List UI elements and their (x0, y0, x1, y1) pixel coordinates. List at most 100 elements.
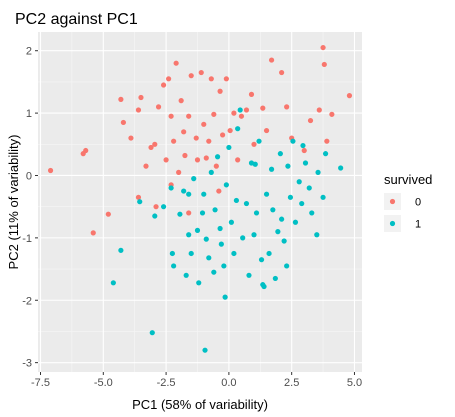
data-point-survived-1 (279, 216, 285, 222)
data-point-survived-1 (315, 169, 321, 175)
data-point-survived-1 (300, 142, 306, 149)
data-point-survived-1 (260, 282, 266, 288)
data-point-survived-1 (302, 160, 309, 166)
data-point-survived-1 (212, 207, 218, 213)
data-point-survived-1 (338, 165, 344, 171)
major-gridlines (38, 32, 362, 372)
data-point-survived-0 (211, 111, 217, 117)
data-point-survived-1 (266, 250, 272, 257)
data-point-survived-1 (258, 257, 265, 263)
data-point-survived-1 (214, 154, 221, 160)
data-point-survived-0 (248, 91, 255, 97)
data-points (47, 44, 353, 353)
data-point-survived-1 (211, 269, 217, 275)
x-tick-label: 5.0 (347, 377, 362, 389)
data-point-survived-1 (240, 235, 246, 241)
data-point-survived-0 (217, 88, 223, 94)
data-point-survived-1 (152, 213, 158, 219)
data-point-survived-1 (199, 210, 206, 216)
data-point-survived-0 (193, 135, 199, 141)
data-point-survived-0 (143, 163, 149, 169)
y-tick-label: 0 (26, 170, 32, 182)
data-point-survived-0 (135, 194, 142, 200)
data-point-survived-1 (263, 191, 270, 197)
plot-panel (38, 32, 362, 372)
data-point-survived-0 (148, 144, 154, 151)
data-point-survived-1 (206, 255, 212, 261)
data-point-survived-1 (218, 241, 224, 247)
data-point-survived-0 (166, 76, 172, 82)
data-point-survived-1 (203, 236, 209, 242)
data-point-survived-0 (176, 169, 182, 175)
data-point-survived-1 (191, 176, 197, 182)
data-point-survived-1 (314, 232, 320, 238)
y-tick-label: 1 (26, 108, 32, 120)
data-point-survived-0 (152, 141, 158, 147)
data-point-survived-1 (284, 263, 290, 269)
data-point-survived-0 (138, 94, 144, 101)
legend-key-dot (389, 220, 396, 227)
data-point-survived-0 (120, 119, 126, 126)
data-point-survived-0 (188, 73, 194, 79)
data-point-survived-1 (181, 188, 187, 194)
y-tick-label: -2 (22, 295, 32, 307)
legend-title: survived (384, 172, 432, 187)
x-tick-label: -7.5 (31, 377, 50, 389)
data-point-survived-1 (171, 263, 177, 269)
data-point-survived-0 (235, 157, 241, 163)
data-point-survived-0 (182, 152, 188, 159)
legend-entries: 01 (384, 193, 421, 232)
data-point-survived-1 (177, 211, 183, 217)
data-point-survived-1 (235, 126, 241, 132)
data-point-survived-1 (228, 219, 234, 225)
data-point-survived-0 (118, 96, 124, 102)
data-point-survived-0 (251, 141, 257, 147)
data-point-survived-0 (208, 76, 214, 82)
data-point-survived-0 (181, 129, 187, 135)
y-tick-label: -1 (22, 233, 32, 245)
data-point-survived-1 (243, 200, 250, 207)
data-point-survived-1 (237, 107, 243, 113)
data-point-survived-0 (220, 132, 226, 138)
chart-title: PC2 against PC1 (15, 11, 138, 28)
x-axis-ticks: -7.5 -5.0 -2.5 0.0 2.5 5.0 (31, 372, 362, 389)
data-point-survived-1 (149, 330, 155, 336)
data-point-survived-0 (243, 107, 250, 113)
data-point-survived-1 (118, 247, 124, 253)
data-point-survived-0 (168, 113, 174, 119)
data-point-survived-0 (83, 147, 89, 154)
x-axis-title: PC1 (58% of variability) (132, 397, 268, 412)
data-point-survived-1 (306, 185, 312, 191)
data-point-survived-0 (135, 107, 142, 113)
data-point-survived-1 (221, 263, 227, 269)
data-point-survived-0 (171, 138, 177, 144)
x-tick-label: -2.5 (157, 377, 176, 389)
data-point-survived-1 (285, 163, 291, 169)
data-point-survived-1 (186, 232, 192, 238)
minor-gridlines (38, 32, 362, 372)
data-point-survived-0 (321, 61, 327, 68)
data-point-survived-1 (287, 194, 294, 200)
data-point-survived-0 (231, 110, 237, 116)
data-point-survived-0 (279, 69, 285, 76)
data-point-survived-1 (256, 138, 262, 144)
data-point-survived-0 (268, 57, 275, 63)
data-point-survived-0 (203, 155, 209, 161)
x-tick-label: -5.0 (94, 377, 113, 389)
data-point-survived-1 (188, 250, 194, 257)
data-point-survived-1 (169, 250, 175, 257)
data-point-survived-0 (155, 104, 162, 110)
legend: survived 01 (384, 172, 432, 232)
data-point-survived-0 (329, 111, 335, 117)
data-point-survived-1 (277, 151, 283, 157)
data-point-survived-1 (270, 207, 276, 213)
data-point-survived-1 (202, 347, 208, 353)
data-point-survived-0 (346, 93, 353, 99)
x-tick-label: 2.5 (284, 377, 299, 389)
data-point-survived-0 (163, 157, 169, 163)
data-point-survived-1 (231, 250, 237, 257)
data-point-survived-1 (137, 199, 143, 205)
legend-label: 1 (415, 219, 421, 231)
data-point-survived-1 (196, 280, 202, 286)
data-point-survived-0 (324, 138, 330, 144)
